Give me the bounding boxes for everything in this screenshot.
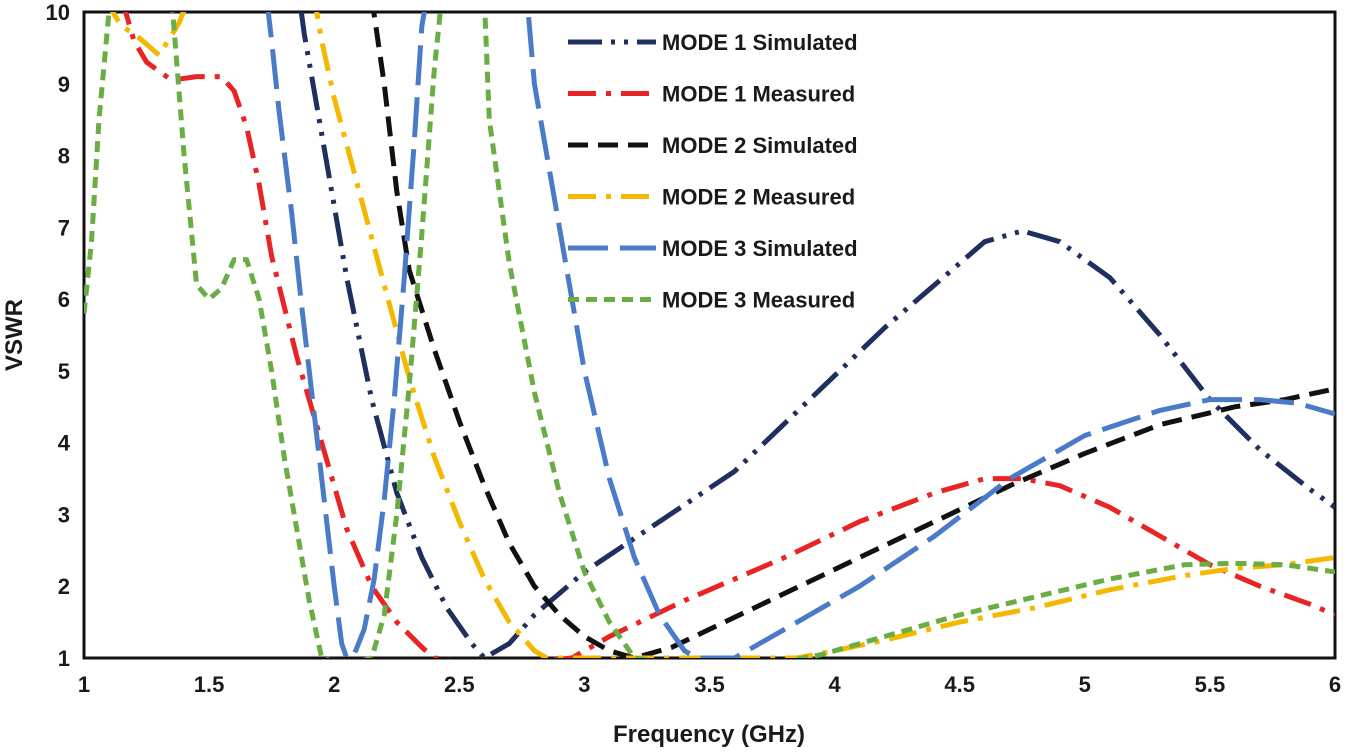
y-tick-label: 5 bbox=[58, 359, 70, 384]
y-axis-ticks: 1 2 3 4 5 6 7 8 9 10 bbox=[46, 0, 71, 671]
y-tick-label: 2 bbox=[58, 574, 70, 599]
y-tick-label: 6 bbox=[58, 287, 70, 312]
y-tick-label: 1 bbox=[58, 646, 70, 671]
series-line-1 bbox=[298, 12, 1335, 658]
x-tick-label: 6 bbox=[1329, 672, 1341, 697]
series-line-2 bbox=[123, 12, 1335, 658]
y-tick-label: 8 bbox=[58, 144, 70, 169]
y-axis-title: VSWR bbox=[1, 299, 28, 371]
x-tick-label: 5 bbox=[1079, 672, 1091, 697]
x-tick-label: 5.5 bbox=[1195, 672, 1226, 697]
legend-item: MODE 1 Measured bbox=[568, 82, 855, 107]
legend-label: MODE 1 Simulated bbox=[662, 30, 858, 55]
series-line-3 bbox=[371, 12, 1335, 658]
plot-area-border bbox=[82, 10, 1337, 660]
legend-item: MODE 2 Simulated bbox=[568, 133, 858, 158]
x-axis-title: Frequency (GHz) bbox=[613, 721, 805, 748]
legend-item: MODE 1 Simulated bbox=[568, 30, 858, 55]
x-axis-ticks: 1 1.5 2 2.5 3 3.5 4 4.5 5 5.5 6 bbox=[78, 672, 1341, 697]
x-tick-label: 4.5 bbox=[944, 672, 975, 697]
y-tick-label: 4 bbox=[58, 431, 71, 456]
legend-item: MODE 3 Simulated bbox=[568, 236, 858, 261]
legend-item: MODE 2 Measured bbox=[568, 185, 855, 210]
legend-label: MODE 3 Measured bbox=[662, 288, 855, 313]
x-tick-label: 4 bbox=[828, 672, 841, 697]
series-line-5 bbox=[265, 12, 1335, 658]
x-tick-label: 2.5 bbox=[444, 672, 475, 697]
x-tick-label: 2 bbox=[328, 672, 340, 697]
legend-item: MODE 3 Measured bbox=[568, 288, 855, 313]
y-tick-label: 7 bbox=[58, 215, 70, 240]
x-tick-label: 3 bbox=[578, 672, 590, 697]
legend-label: MODE 2 Simulated bbox=[662, 133, 858, 158]
series-layer bbox=[84, 12, 1335, 658]
y-tick-label: 9 bbox=[58, 72, 70, 97]
y-tick-label: 3 bbox=[58, 502, 70, 527]
y-tick-label: 10 bbox=[46, 0, 70, 25]
x-tick-label: 3.5 bbox=[694, 672, 725, 697]
series-line-4 bbox=[109, 12, 1335, 658]
series-line-6 bbox=[84, 12, 1335, 658]
legend: MODE 1 Simulated MODE 1 Measured MODE 2 Si… bbox=[568, 30, 858, 313]
legend-label: MODE 3 Simulated bbox=[662, 236, 858, 261]
legend-label: MODE 2 Measured bbox=[662, 185, 855, 210]
x-tick-label: 1 bbox=[78, 672, 90, 697]
x-tick-label: 1.5 bbox=[194, 672, 225, 697]
legend-label: MODE 1 Measured bbox=[662, 82, 855, 107]
